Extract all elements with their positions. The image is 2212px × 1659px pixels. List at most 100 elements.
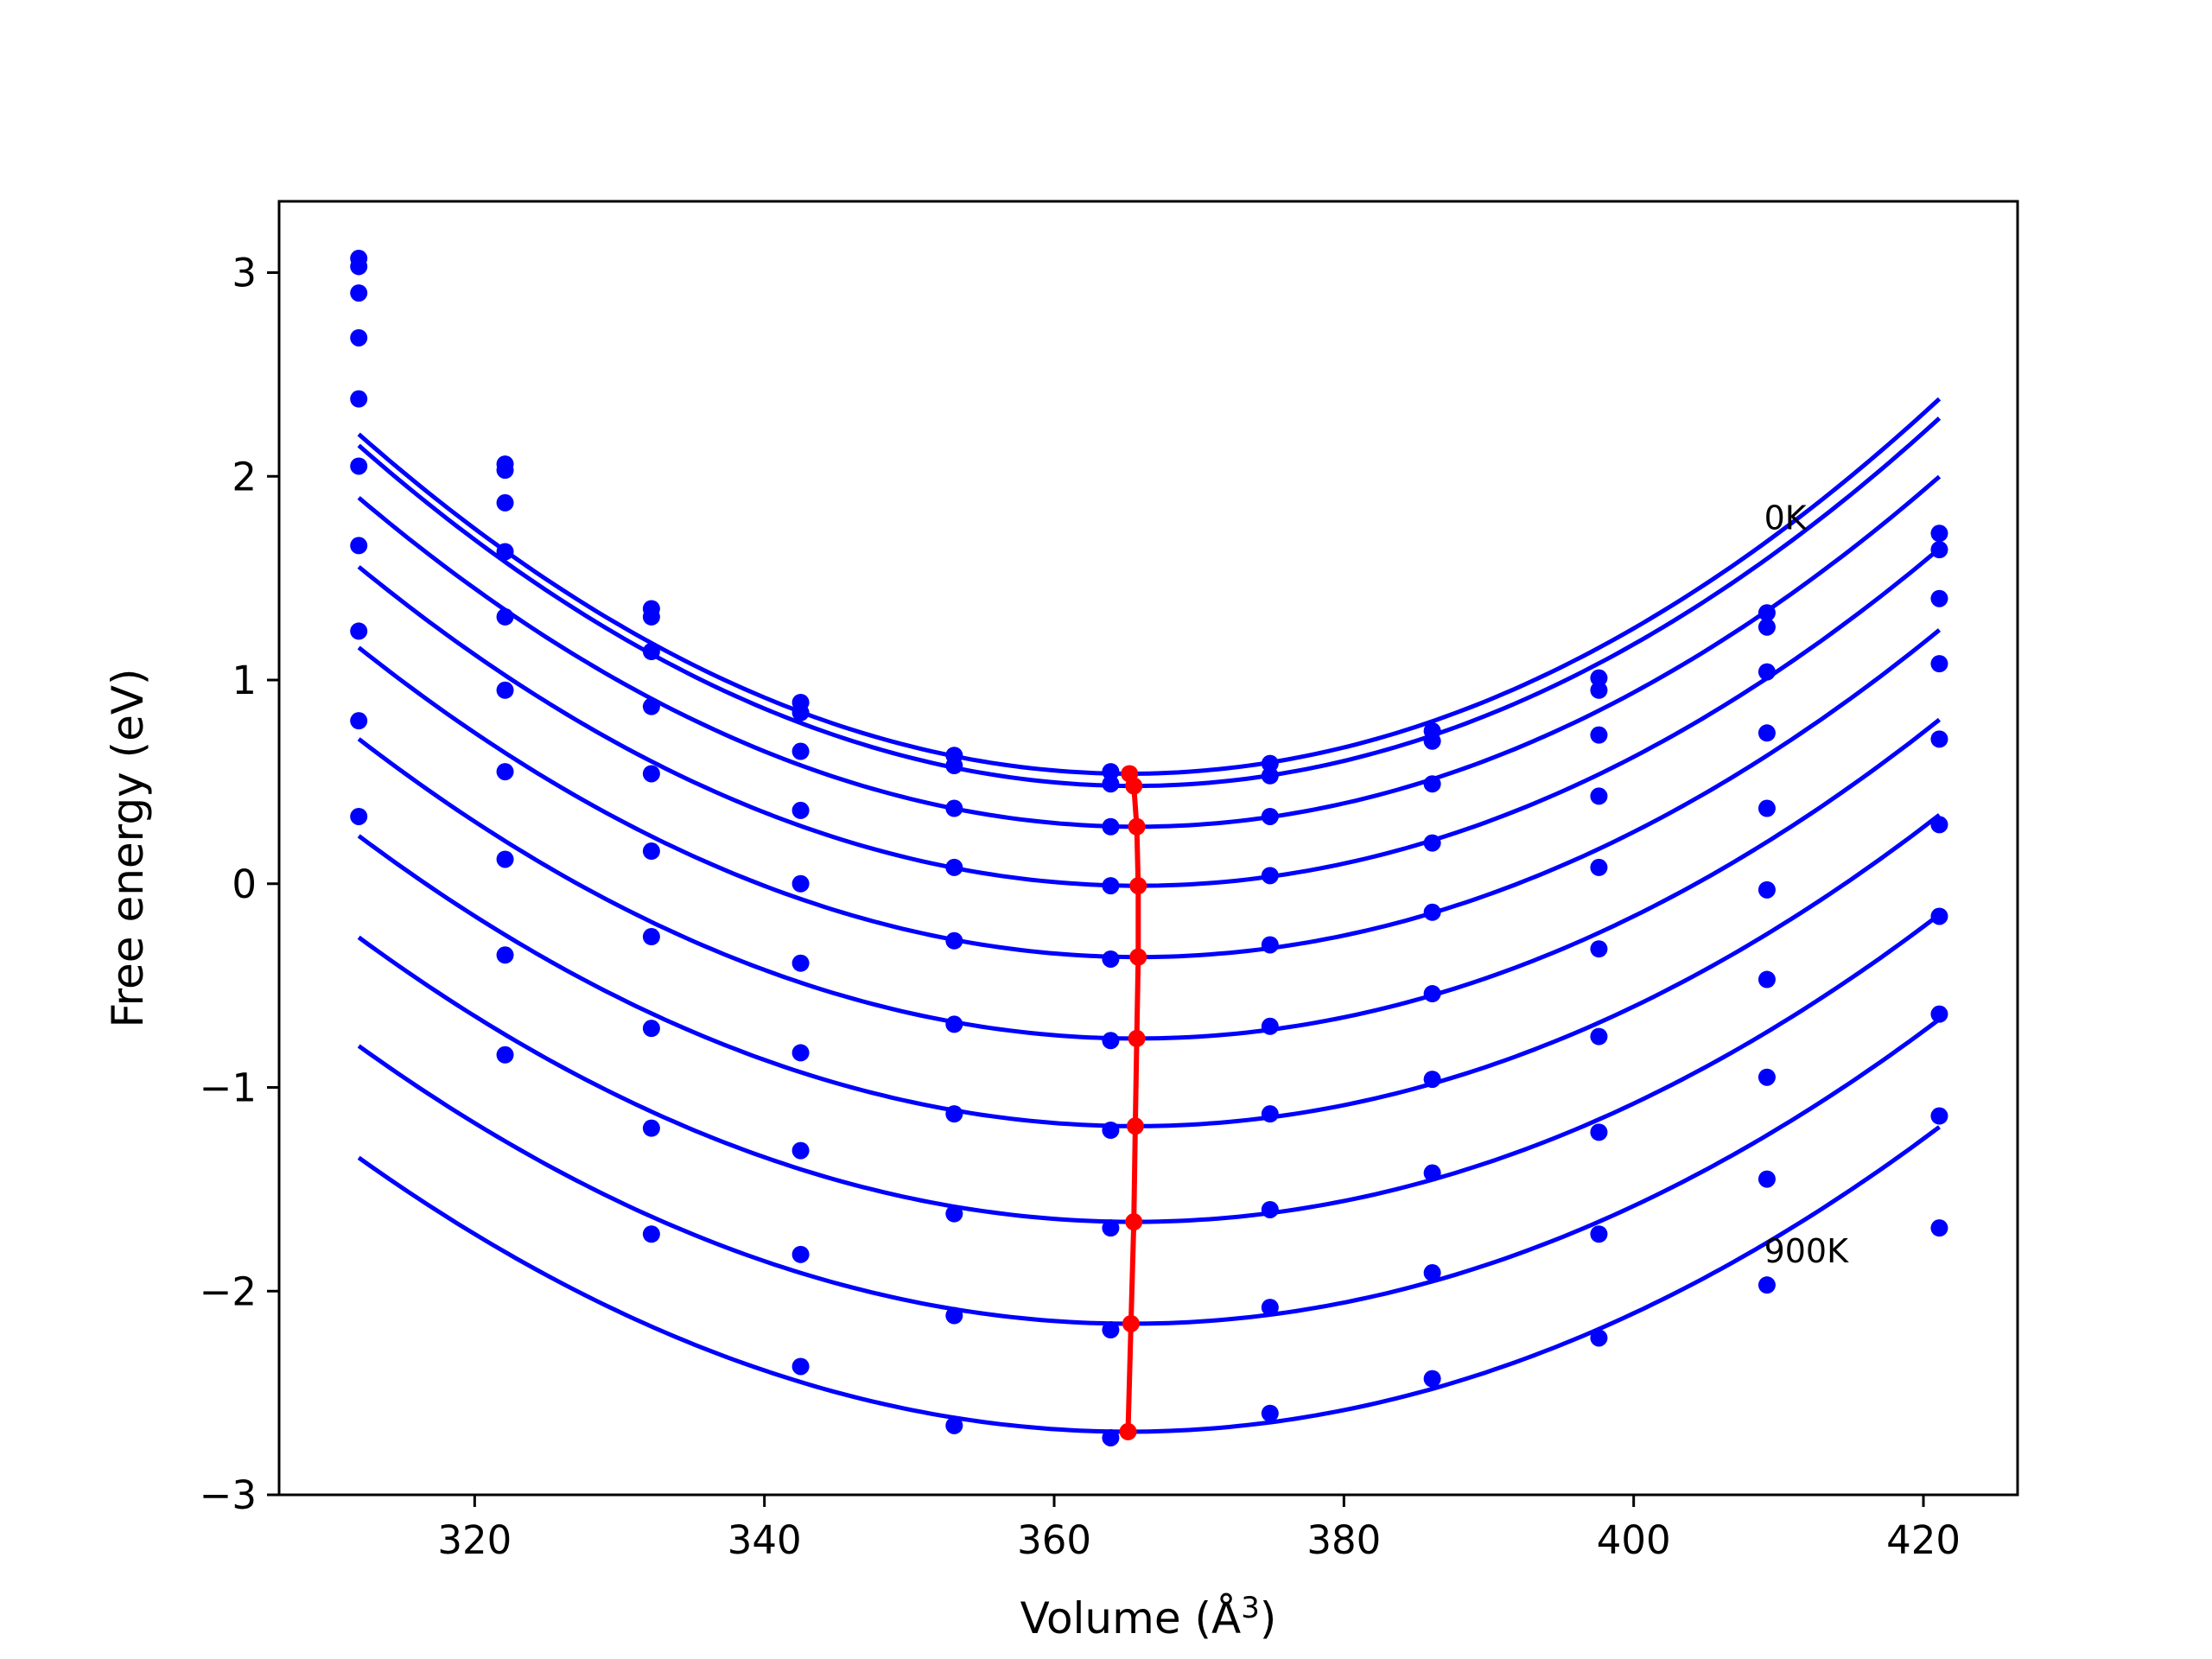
- fit-curve-0: [357, 397, 1942, 777]
- data-point-3-4: [945, 858, 963, 876]
- data-point-2-3: [791, 742, 810, 760]
- data-point-7-9: [1758, 1068, 1776, 1086]
- data-point-7-4: [945, 1205, 963, 1223]
- data-point-0-6: [1261, 754, 1279, 772]
- data-point-7-10: [1930, 1005, 1948, 1023]
- data-point-1-8: [1590, 681, 1608, 699]
- annotation-0k: 0K: [1764, 499, 1808, 537]
- y-tick-label: 0: [232, 861, 257, 907]
- y-axis-label: Free energy (eV): [103, 668, 153, 1027]
- data-point-2-6: [1261, 807, 1279, 825]
- x-tick-label: 400: [1597, 1517, 1671, 1563]
- data-point-8-10: [1930, 1107, 1948, 1125]
- data-point-6-8: [1590, 1027, 1608, 1046]
- x-tick-label: 360: [1017, 1517, 1091, 1563]
- minimum-point-7: [1125, 1213, 1143, 1231]
- data-point-6-6: [1261, 1105, 1279, 1123]
- data-point-6-5: [1102, 1122, 1120, 1140]
- data-point-4-6: [1261, 936, 1279, 954]
- fit-curve-9: [357, 1125, 1941, 1434]
- data-point-6-3: [791, 1044, 810, 1062]
- fit-curve-6: [357, 813, 1942, 1128]
- data-point-7-2: [642, 1020, 660, 1038]
- data-point-9-5: [1102, 1428, 1120, 1446]
- data-point-7-6: [1261, 1200, 1279, 1218]
- y-axis-ticks: −3 −2 −1 0 1 2 3: [200, 251, 279, 1518]
- data-point-9-10: [1930, 1219, 1948, 1237]
- data-point-4-8: [1590, 858, 1608, 876]
- data-point-4-10: [1930, 730, 1948, 748]
- data-point-9-9: [1758, 1276, 1776, 1294]
- data-point-3-0: [350, 328, 368, 346]
- data-point-1-4: [945, 757, 963, 775]
- fit-curve-7: [357, 912, 1941, 1224]
- data-point-6-7: [1423, 1071, 1441, 1089]
- data-point-5-4: [945, 1015, 963, 1033]
- data-point-5-6: [1261, 1017, 1279, 1035]
- data-point-0-5: [1102, 763, 1120, 781]
- y-tick-label: 2: [232, 454, 257, 499]
- y-tick-label: −2: [200, 1268, 257, 1314]
- data-point-4-4: [945, 931, 963, 950]
- data-point-6-9: [1758, 970, 1776, 988]
- axes-frame: [277, 200, 2019, 1497]
- data-point-9-6: [1261, 1404, 1279, 1422]
- annotation-900k: 900K: [1764, 1232, 1850, 1270]
- minimum-point-8: [1122, 1314, 1140, 1332]
- data-point-6-0: [350, 537, 368, 555]
- data-point-2-10: [1930, 589, 1948, 607]
- data-point-6-1: [496, 763, 514, 781]
- data-point-3-9: [1758, 724, 1776, 742]
- fit-curve-1: [357, 416, 1942, 789]
- data-point-2-8: [1590, 726, 1608, 744]
- data-point-3-6: [1261, 867, 1279, 885]
- data-point-2-4: [945, 799, 963, 817]
- data-point-3-2: [642, 697, 660, 715]
- data-point-7-0: [350, 622, 368, 640]
- fit-curve-4: [357, 628, 1942, 960]
- minimum-point-1: [1125, 777, 1143, 795]
- data-point-4-1: [496, 607, 514, 626]
- data-point-2-5: [1102, 817, 1120, 836]
- data-point-5-5: [1102, 1032, 1120, 1050]
- data-point-4-7: [1423, 903, 1441, 921]
- data-point-2-7: [1423, 775, 1441, 793]
- data-point-5-7: [1423, 985, 1441, 1003]
- data-point-3-10: [1930, 655, 1948, 673]
- data-point-2-2: [642, 643, 660, 661]
- y-tick-label: 3: [232, 251, 257, 296]
- data-point-9-2: [642, 1225, 660, 1243]
- data-point-8-5: [1102, 1321, 1120, 1339]
- data-point-1-2: [642, 607, 660, 626]
- data-point-0-8: [1590, 669, 1608, 687]
- data-point-3-8: [1590, 787, 1608, 805]
- data-point-0-10: [1930, 524, 1948, 543]
- data-point-6-4: [945, 1105, 963, 1123]
- data-point-1-1: [496, 461, 514, 480]
- data-point-4-0: [350, 390, 368, 408]
- data-point-4-3: [791, 874, 810, 893]
- data-point-6-2: [642, 928, 660, 946]
- data-point-7-8: [1590, 1123, 1608, 1141]
- fit-curve-5: [357, 717, 1942, 1041]
- x-tick-label: 320: [437, 1517, 512, 1563]
- minimum-point-2: [1128, 817, 1146, 836]
- data-point-8-4: [945, 1306, 963, 1325]
- data-point-7-1: [496, 850, 514, 868]
- data-point-3-3: [791, 801, 810, 819]
- data-point-5-9: [1758, 880, 1776, 899]
- data-point-9-4: [945, 1416, 963, 1434]
- data-point-9-8: [1590, 1329, 1608, 1347]
- x-tick-label: 340: [728, 1517, 802, 1563]
- minimum-point-5: [1128, 1029, 1146, 1047]
- y-tick-label: −3: [200, 1472, 257, 1518]
- x-tick-label: 380: [1306, 1517, 1381, 1563]
- data-point-3-7: [1423, 834, 1441, 852]
- minimum-point-4: [1129, 948, 1147, 966]
- data-point-1-3: [791, 703, 810, 721]
- data-point-1-0: [350, 257, 368, 276]
- data-point-5-8: [1590, 940, 1608, 958]
- data-point-7-3: [791, 1141, 810, 1160]
- x-axis-label: Volume (Å3): [1020, 1591, 1277, 1643]
